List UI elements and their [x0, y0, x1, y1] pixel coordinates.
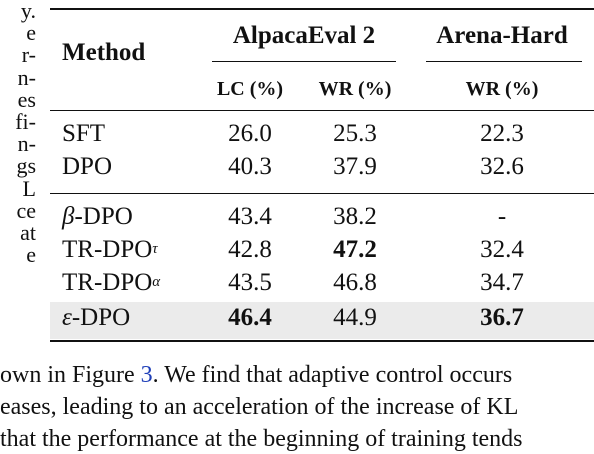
arena-cell: 22.3: [480, 120, 524, 147]
body-text-line: eases, leading to an acceleration of the…: [0, 394, 519, 420]
arena-cell: -: [497, 203, 507, 230]
bottom-rule: [50, 340, 594, 342]
arena-hard-header: Arena-Hard: [436, 22, 568, 49]
wr-cell: 38.2: [333, 203, 377, 230]
wr-cell: 46.8: [333, 269, 377, 296]
left-fragment: gs: [16, 153, 36, 179]
left-fragment: e: [26, 242, 36, 268]
method-name: TR-DPO: [62, 236, 153, 263]
method-header: Method: [62, 39, 146, 66]
left-fragment: ce: [16, 197, 36, 223]
top-rule: [50, 8, 594, 10]
method-superscript: α: [152, 274, 161, 290]
lc-subheader: LC (%): [216, 78, 284, 100]
alpacaeval-header: AlpacaEval 2: [232, 22, 376, 49]
group2-underline: [426, 61, 582, 62]
body-text-line: that the performance at the beginning of…: [0, 426, 523, 452]
arena-cell: 32.4: [480, 236, 524, 263]
body-text: own in Figure: [0, 362, 141, 388]
left-fragment: r-: [21, 42, 36, 68]
wr-subheader: WR (%): [465, 78, 539, 100]
left-fragment: n-: [17, 131, 36, 157]
left-fragment: fi-: [15, 109, 36, 135]
wr-cell: 25.3: [333, 120, 377, 147]
section-rule: [50, 193, 594, 194]
method-cell: SFT: [62, 120, 106, 147]
arena-cell-best: 36.7: [480, 304, 524, 331]
lc-cell-best: 46.4: [228, 304, 272, 331]
left-column-text: y. e r- n- es fi- n- gs L ce at e: [0, 0, 40, 356]
body-text-line: own in Figure 3. We find that adaptive c…: [0, 360, 594, 390]
left-fragment: n-: [17, 64, 36, 90]
lc-cell: 43.5: [228, 269, 272, 296]
wr-cell: 44.9: [333, 304, 377, 331]
method-cell: β-DPO: [62, 202, 133, 232]
arena-cell: 32.6: [480, 153, 524, 180]
arena-cell: 34.7: [480, 269, 524, 296]
method-superscript: τ: [152, 241, 158, 257]
method-suffix: -DPO: [71, 304, 131, 331]
highlight-row-background: [50, 302, 594, 339]
epsilon-symbol: ε: [62, 304, 72, 331]
lc-cell: 26.0: [228, 120, 272, 147]
left-fragment: at: [20, 220, 36, 246]
lc-cell: 42.8: [228, 236, 272, 263]
method-cell: TR-DPOα: [62, 268, 160, 301]
left-fragment: y.: [20, 0, 36, 23]
beta-symbol: β: [62, 203, 75, 230]
method-name: TR-DPO: [62, 269, 153, 296]
wr-cell-best: 47.2: [333, 236, 377, 263]
lc-cell: 43.4: [228, 203, 272, 230]
body-text: . We find that adaptive control occurs: [152, 362, 513, 388]
left-fragment: es: [17, 86, 36, 112]
wr-cell: 37.9: [333, 153, 377, 180]
wr-subheader: WR (%): [318, 78, 392, 100]
method-cell: DPO: [62, 153, 113, 180]
method-cell: TR-DPOτ: [62, 235, 158, 268]
method-cell: ε-DPO: [62, 303, 130, 333]
method-suffix: -DPO: [74, 203, 133, 230]
group1-underline: [212, 61, 396, 62]
left-fragment: L: [22, 175, 36, 201]
left-fragment: e: [26, 20, 36, 46]
lc-cell: 40.3: [228, 153, 272, 180]
figure-link[interactable]: 3: [140, 362, 153, 388]
header-rule: [50, 110, 594, 111]
